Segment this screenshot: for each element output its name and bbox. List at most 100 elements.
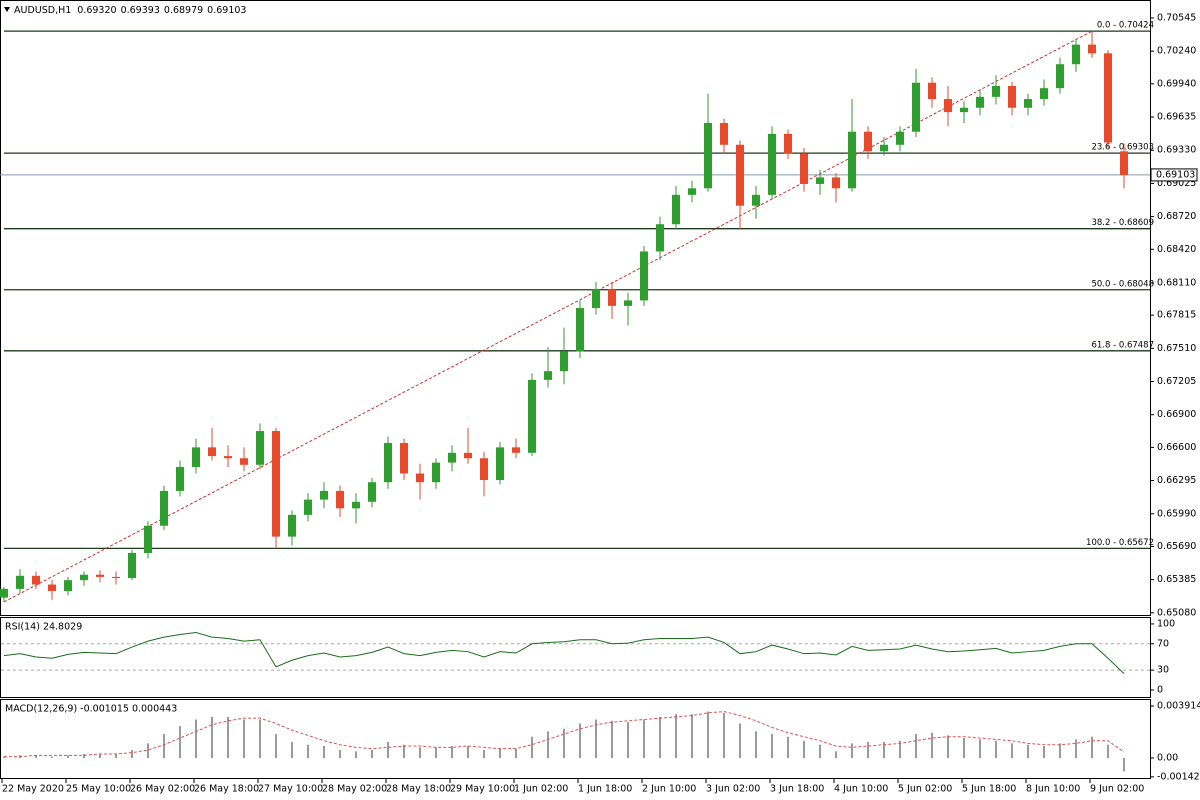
chart-header: AUDUSD,H1 0.69320 0.69393 0.68979 0.69103 [14,5,246,16]
macd-bar [627,722,629,758]
y-tick-label: 0.003914 [1157,701,1200,712]
candle-body [352,501,360,509]
macd-bar [163,734,165,758]
candle-body [80,574,88,581]
macd-bar [691,714,693,758]
macd-bar [435,747,437,758]
macd-bar [979,739,981,758]
y-tick-label: 0.69635 [1157,112,1196,123]
header-value: 0.69393 [121,5,160,16]
x-tick-label: 27 May 10:00 [258,784,323,795]
macd-bar [963,738,965,758]
candle-body [736,144,744,206]
y-tick-label: 0.68720 [1157,211,1196,222]
candle-body [224,456,232,459]
candle-body [400,443,408,474]
macd-bar [1107,744,1109,758]
panel-title: RSI(14) 24.8029 [5,622,82,633]
y-tick-label: 0.66900 [1157,409,1196,420]
candle-body [992,85,1000,97]
candle-body [368,482,376,502]
candle-body [1072,44,1080,65]
y-tick-label: 0.00 [1157,752,1178,763]
x-tick-label: 5 Jun 02:00 [898,784,952,795]
macd-bar [931,732,933,758]
macd-bar [1123,757,1125,772]
candle-body [384,443,392,483]
macd-bar [755,731,757,758]
macd-bar [771,734,773,758]
macd-bar [1011,743,1013,758]
y-tick-label: 70 [1157,638,1169,649]
macd-bar [675,714,677,758]
y-tick-label: 0.67205 [1157,376,1196,387]
y-tick-label: 0 [1157,684,1163,695]
macd-bar [483,750,485,758]
header-value: 0.68979 [164,5,203,16]
macd-bar [1043,746,1045,758]
header-value: 0.69320 [77,5,116,16]
candle-body [336,490,344,509]
macd-bar [291,742,293,758]
macd-bar [787,736,789,758]
macd-bar [867,742,869,758]
y-tick-label: 0.69330 [1157,145,1196,156]
y-tick-label: 0.68110 [1157,278,1196,289]
fib-level-label: 23.6 - 0.69303 [1091,143,1154,153]
candle-body [928,82,936,100]
macd-bar [547,731,549,758]
candle-body [192,447,200,467]
x-tick-label: 3 Jun 18:00 [770,784,824,795]
x-tick-label: 29 May 10:00 [450,784,515,795]
macd-bar [579,723,581,758]
candle-body [512,447,520,453]
y-tick-label: 100 [1157,618,1175,629]
macd-bar [819,744,821,758]
rsi-line [3,632,1125,674]
macd-bar [1075,739,1077,758]
candle-body [432,462,440,483]
macd-bar [83,753,85,758]
candle-body [1024,99,1032,108]
candle-body [592,289,600,309]
y-tick-label: -0.001422 [1157,771,1200,782]
candle-body [448,452,456,463]
x-tick-label: 1 Jun 18:00 [578,784,632,795]
x-tick-label: 9 Jun 02:00 [1090,784,1144,795]
macd-bar [355,751,357,758]
macd-bar [419,747,421,758]
macd-bar [739,723,741,758]
candle-body [752,194,760,206]
macd-bar [243,719,245,758]
candle-body [640,251,648,301]
candle-body [576,308,584,352]
candle-body [176,466,184,491]
rsi-panel-frame [0,617,1151,698]
x-tick-label: 8 Jun 10:00 [1026,784,1080,795]
x-tick-label: 26 May 18:00 [194,784,259,795]
x-tick-label: 22 May 2020 [2,784,64,795]
macd-bar [259,719,261,758]
candle-body [128,552,136,578]
candle-body [880,144,888,152]
macd-bar [723,712,725,758]
macd-bar [643,719,645,758]
candle-body [1088,44,1096,54]
macd-bar [659,716,661,758]
macd-bar [35,755,37,758]
macd-bar [595,719,597,758]
candle-body [624,300,632,306]
fib-level-label: 38.2 - 0.68609 [1091,218,1154,228]
macd-bar [883,742,885,758]
x-tick-label: 2 Jun 10:00 [642,784,696,795]
macd-bar [307,744,309,758]
candle-body [464,452,472,459]
y-tick-label: 0.66295 [1157,475,1196,486]
macd-bar [1027,744,1029,758]
candle-body [288,514,296,537]
candle-body [688,188,696,195]
x-tick-label: 1 Jun 02:00 [514,784,568,795]
candle-body [144,525,152,553]
